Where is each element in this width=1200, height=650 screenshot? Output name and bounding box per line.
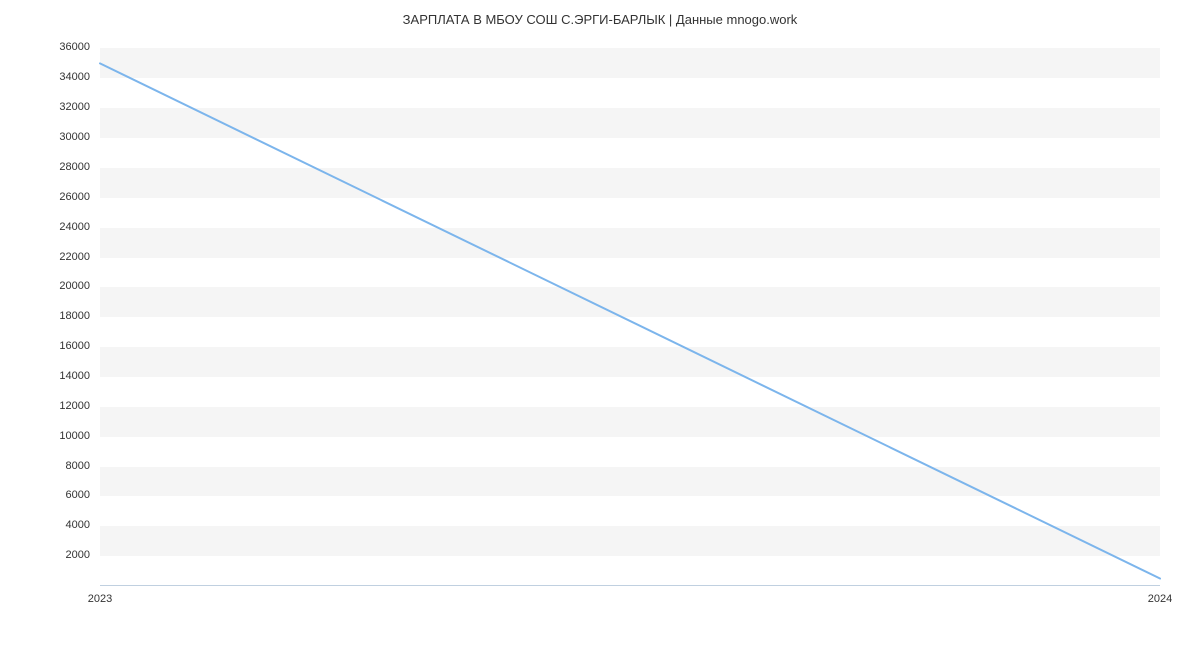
y-tick-label: 16000	[0, 340, 90, 352]
chart-container: 2000 4000 6000 8000 10000 12000 14000 16000 1800…	[0, 40, 1200, 610]
x-axis-line	[100, 585, 1160, 586]
y-tick-label: 8000	[0, 460, 90, 472]
y-tick-label: 10000	[0, 430, 90, 442]
x-tick-label: 2024	[1148, 593, 1172, 605]
y-tick-label: 20000	[0, 280, 90, 292]
y-tick-label: 26000	[0, 191, 90, 203]
y-tick-label: 32000	[0, 101, 90, 113]
plot-area	[100, 40, 1160, 585]
y-tick-label: 2000	[0, 549, 90, 561]
line-series	[100, 41, 1160, 586]
y-tick-label: 12000	[0, 400, 90, 412]
x-tick-label: 2023	[88, 593, 112, 605]
y-tick-label: 36000	[0, 41, 90, 53]
y-tick-label: 18000	[0, 310, 90, 322]
y-tick-label: 30000	[0, 131, 90, 143]
y-tick-label: 34000	[0, 71, 90, 83]
y-tick-label: 24000	[0, 221, 90, 233]
y-tick-label: 6000	[0, 489, 90, 501]
y-tick-label: 14000	[0, 370, 90, 382]
y-tick-label: 22000	[0, 251, 90, 263]
chart-title: ЗАРПЛАТА В МБОУ СОШ С.ЭРГИ-БАРЛЫК | Данн…	[0, 0, 1200, 35]
y-tick-label: 28000	[0, 161, 90, 173]
y-tick-label: 4000	[0, 519, 90, 531]
